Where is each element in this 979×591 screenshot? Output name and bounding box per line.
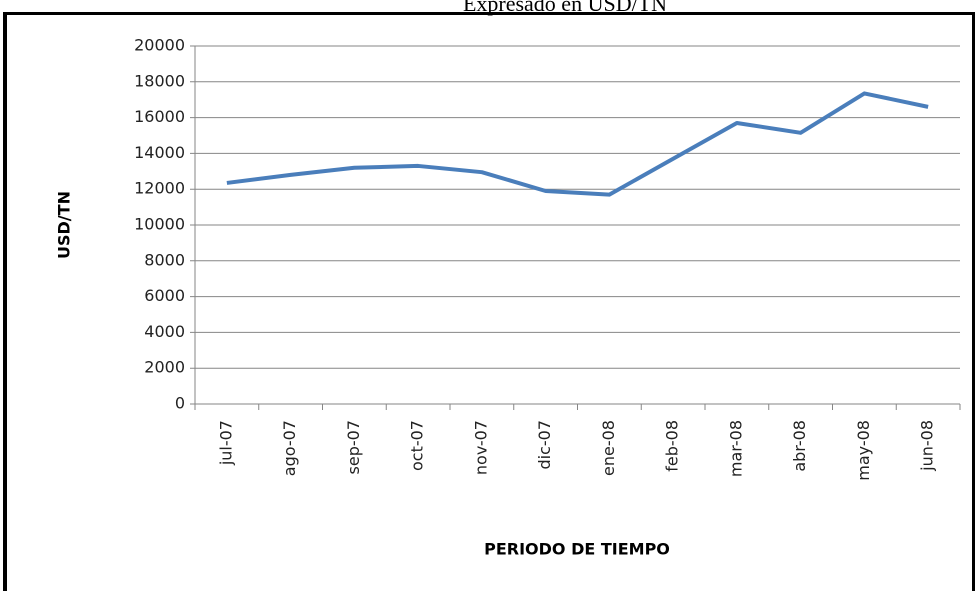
x-tick-label: oct-07 [408,420,427,471]
x-axis-label: PERIODO DE TIEMPO [484,540,670,559]
y-tick-label: 12000 [134,179,185,198]
y-tick-label: 14000 [134,143,185,162]
x-tick-label: nov-07 [471,420,490,475]
y-tick-label: 10000 [134,215,185,234]
y-tick-label: 16000 [134,107,185,126]
x-tick-label: sep-07 [344,420,363,474]
y-tick-label: 18000 [134,71,185,90]
x-tick-label: dic-07 [535,420,554,470]
chart-title: Expresado en USD/TN [463,0,667,16]
y-tick-label: 6000 [144,286,185,305]
x-tick-label: may-08 [854,420,873,481]
y-tick-label: 4000 [144,322,185,341]
x-tick-label: ago-07 [280,420,299,476]
x-tick-label: mar-08 [726,420,745,477]
y-tick-label: 0 [175,394,185,413]
frame-right [972,12,975,591]
x-tick-label: feb-08 [663,420,682,472]
x-tick-label: abr-08 [790,420,809,472]
y-tick-label: 20000 [134,36,185,55]
y-axis-label: USD/TN [55,191,74,259]
frame-top [3,12,975,15]
y-tick-label: 2000 [144,358,185,377]
line [226,91,929,197]
x-tick-label: jul-07 [216,420,235,466]
x-tick-label: ene-08 [599,420,618,476]
x-tick-label: jun-08 [918,420,937,472]
y-tick-label: 8000 [144,250,185,269]
frame-left [3,12,7,591]
